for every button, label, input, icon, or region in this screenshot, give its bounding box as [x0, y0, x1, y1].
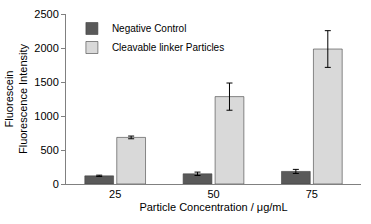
- svg-text:500: 500: [40, 144, 58, 156]
- svg-text:Particle Concentration / μg/mL: Particle Concentration / μg/mL: [139, 201, 287, 213]
- svg-text:2000: 2000: [34, 42, 58, 54]
- svg-text:50: 50: [207, 188, 219, 200]
- svg-text:25: 25: [109, 188, 121, 200]
- svg-text:0: 0: [53, 178, 59, 190]
- svg-text:75: 75: [306, 188, 318, 200]
- svg-text:FluoresceinFluorescence Intens: FluoresceinFluorescence Intensity: [3, 43, 29, 154]
- svg-text:1000: 1000: [34, 110, 58, 122]
- svg-text:Negative Control: Negative Control: [112, 23, 186, 34]
- svg-text:Cleavable linker Particles: Cleavable linker Particles: [112, 42, 224, 53]
- svg-text:2500: 2500: [34, 8, 58, 20]
- svg-text:1500: 1500: [34, 76, 58, 88]
